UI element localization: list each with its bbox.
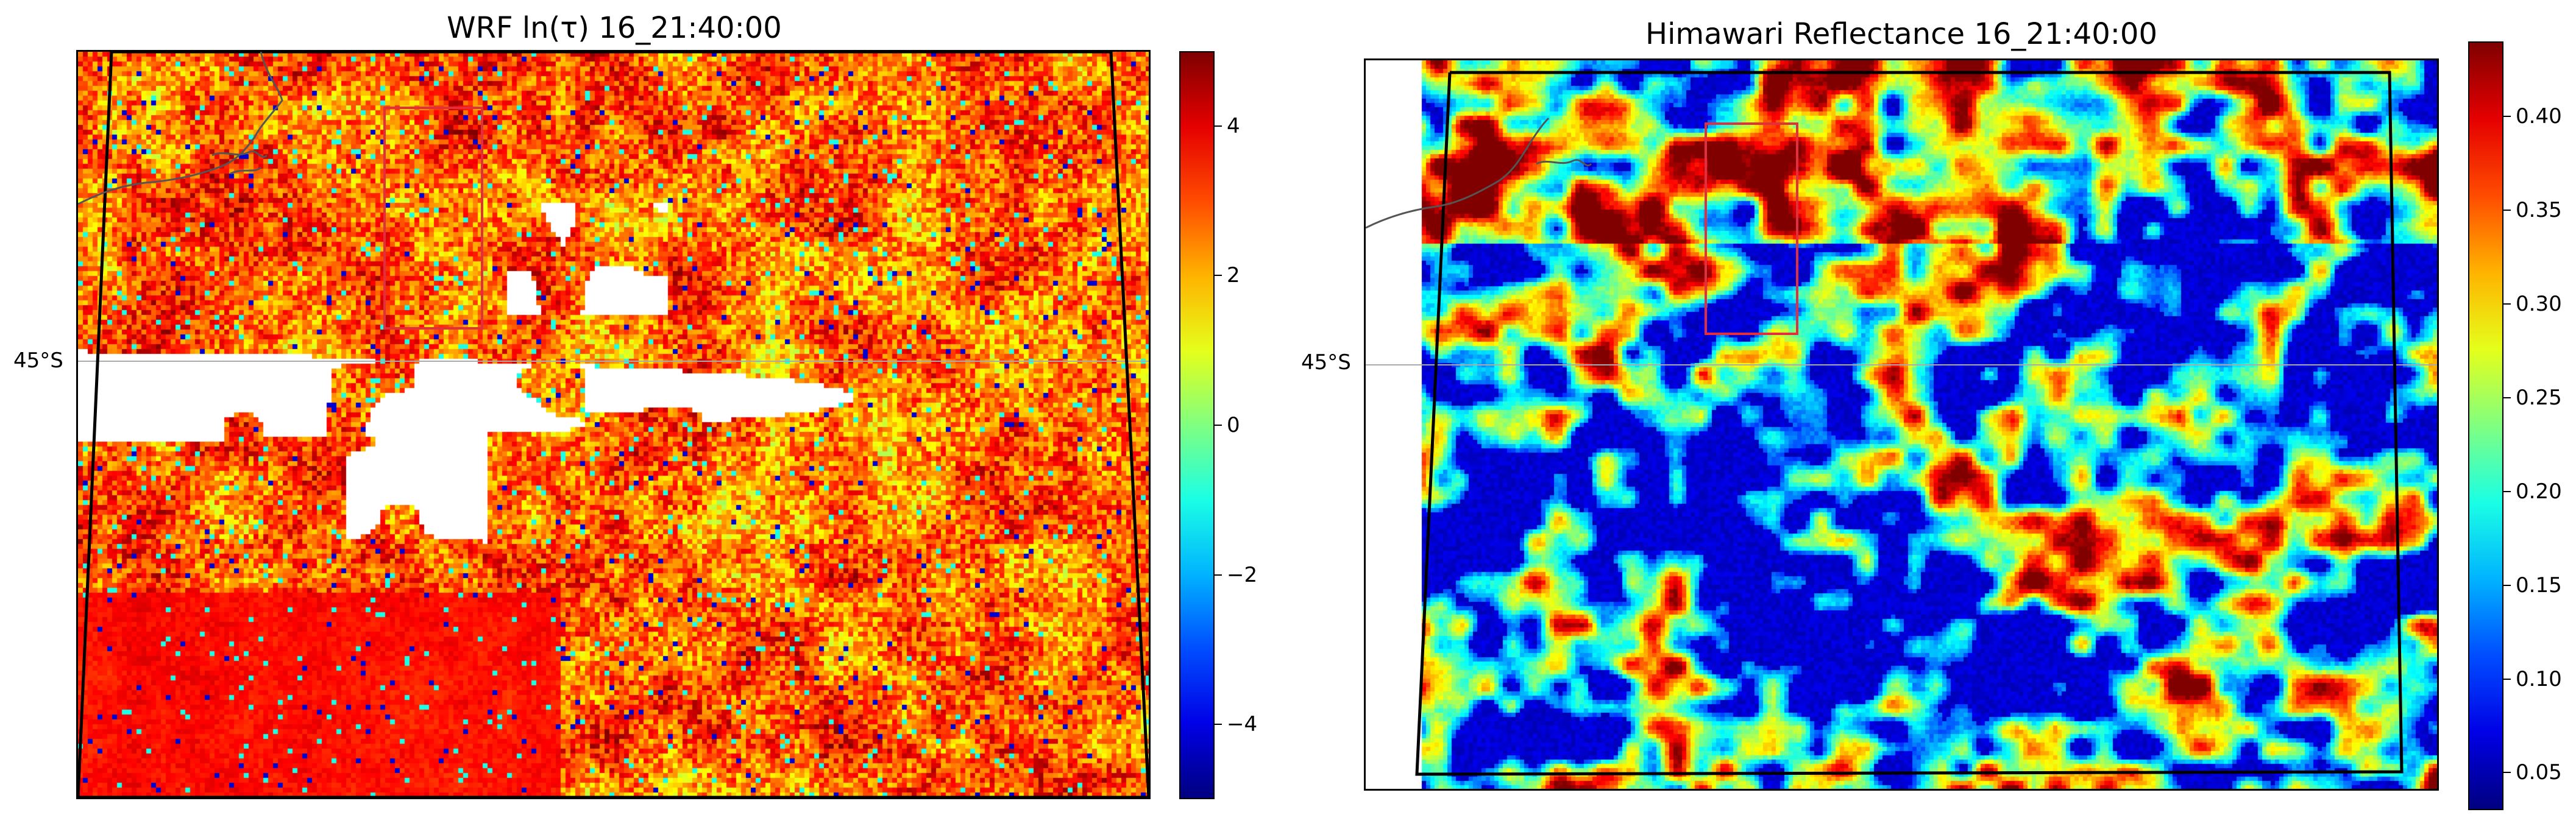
- left-coastline: [78, 52, 283, 205]
- right-colorbar: [2468, 41, 2503, 810]
- colorbar-tick-label: 0.10: [2516, 666, 2562, 691]
- left-latitude-label: 45°S: [13, 348, 63, 373]
- colorbar-tick-mark: [2503, 772, 2511, 774]
- left-map-overlay: [78, 52, 1149, 797]
- colorbar-tick-mark: [1215, 125, 1222, 127]
- left-subregion-box: [383, 107, 483, 330]
- colorbar-tick-label: 0.15: [2516, 573, 2562, 598]
- colorbar-tick-label: −2: [1227, 562, 1258, 587]
- colorbar-tick-mark: [2503, 584, 2511, 586]
- left-map-plot: [76, 50, 1151, 799]
- right-coastline: [1366, 117, 1550, 229]
- colorbar-tick-mark: [2503, 490, 2511, 492]
- colorbar-tick-mark: [2503, 210, 2511, 211]
- colorbar-tick-mark: [2503, 303, 2511, 305]
- colorbar-tick-mark: [2503, 116, 2511, 118]
- colorbar-tick-label: −4: [1227, 712, 1258, 737]
- colorbar-tick-label: 2: [1227, 263, 1240, 288]
- colorbar-tick-mark: [1215, 425, 1222, 426]
- colorbar-tick-label: 0.20: [2516, 479, 2562, 504]
- right-field-image: [1366, 60, 2437, 789]
- colorbar-tick-mark: [1215, 574, 1222, 576]
- colorbar-tick-mark: [1215, 724, 1222, 725]
- colorbar-tick-mark: [2503, 678, 2511, 680]
- colorbar-tick-label: 0.25: [2516, 385, 2562, 410]
- colorbar-tick-mark: [1215, 275, 1222, 277]
- colorbar-tick-label: 4: [1227, 113, 1240, 138]
- right-panel-title: Himawari Reflectance 16_21:40:00: [1645, 17, 2157, 51]
- colorbar-tick-label: 0.30: [2516, 291, 2562, 316]
- colorbar-tick-label: 0.35: [2516, 198, 2562, 223]
- right-domain-boundary: [1415, 71, 2404, 776]
- right-coastline-islands: [1536, 159, 1592, 166]
- left-coastline-islands: [211, 150, 268, 175]
- left-field-image: [78, 52, 1149, 797]
- right-map-overlay: [1366, 71, 2437, 776]
- right-latitude-label: 45°S: [1301, 350, 1351, 375]
- left-colorbar: [1179, 51, 1215, 799]
- right-map-plot: [1364, 58, 2439, 791]
- left-panel-title: WRF ln(τ) 16_21:40:00: [447, 11, 782, 45]
- right-subregion-box: [1705, 122, 1798, 335]
- colorbar-tick-mark: [2503, 397, 2511, 398]
- left-domain-boundary: [78, 52, 1149, 797]
- colorbar-tick-label: 0: [1227, 413, 1240, 437]
- colorbar-tick-label: 0.40: [2516, 104, 2562, 129]
- colorbar-tick-label: 0.05: [2516, 760, 2562, 785]
